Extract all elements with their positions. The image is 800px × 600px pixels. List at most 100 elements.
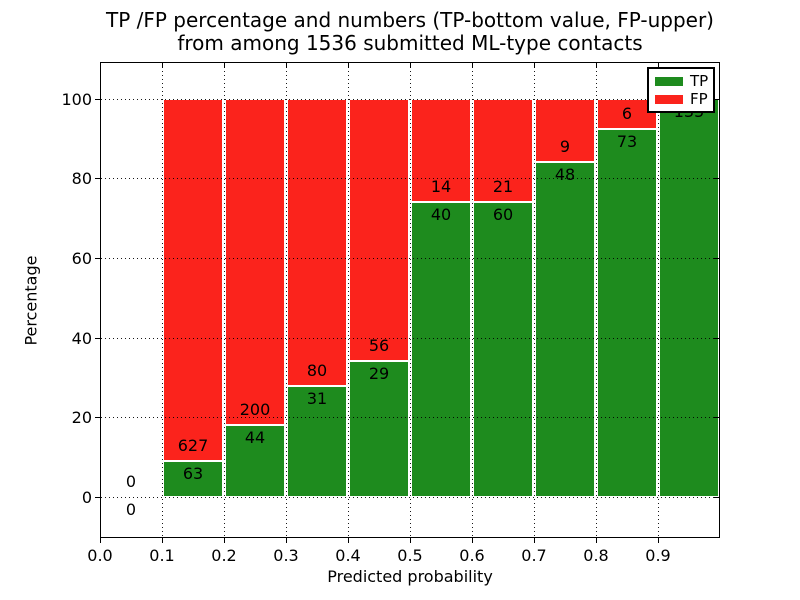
tp-count-label-bin5: 40	[430, 204, 452, 224]
y-tick-right-100	[714, 98, 719, 100]
bar-segment-fp-bin3	[287, 98, 347, 386]
x-tick-label-0.8: 0.8	[583, 546, 609, 565]
chart-title-line1: TP /FP percentage and numbers (TP-bottom…	[106, 8, 714, 32]
bar-segment-fp-bin7	[535, 98, 595, 162]
bar-segment-tp-bin4	[349, 361, 409, 497]
x-gridline-0.2	[224, 63, 225, 537]
x-tick-top-0.7	[534, 63, 535, 68]
bar-segment-tp-bin5	[411, 201, 471, 497]
x-tick-top-0.8	[596, 63, 597, 68]
tp-count-label-bin0: 0	[125, 499, 137, 519]
x-tick-top-0.5	[410, 63, 411, 68]
y-tick-label-0: 0	[81, 487, 92, 507]
x-tick-bottom-0.7	[534, 538, 535, 543]
legend-entry-fp: FP	[655, 90, 708, 108]
x-tick-label-0.7: 0.7	[521, 546, 547, 565]
tp-count-label-bin3: 31	[306, 388, 328, 408]
x-tick-label-0.6: 0.6	[459, 546, 485, 565]
x-tick-bottom-0.1	[162, 538, 163, 543]
tp-count-label-bin6: 60	[492, 204, 514, 224]
bar-segment-tp-bin3	[287, 385, 347, 497]
tp-count-label-bin8: 73	[616, 131, 638, 151]
bar-segment-tp-bin1	[163, 460, 223, 497]
legend-swatch-fp	[655, 94, 683, 104]
chart-title: TP /FP percentage and numbers (TP-bottom…	[100, 9, 720, 55]
fp-count-label-bin8: 6	[621, 103, 633, 123]
x-tick-label-0.3: 0.3	[273, 546, 299, 565]
legend-entry-tp: TP	[655, 72, 709, 90]
x-tick-bottom-0.9	[658, 538, 659, 543]
y-tick-label-40: 40	[71, 328, 92, 348]
x-tick-label-0.2: 0.2	[211, 546, 237, 565]
x-tick-label-0.0: 0.0	[87, 546, 113, 565]
x-gridline-0.5	[410, 63, 411, 537]
bar-segment-tp-bin2	[225, 425, 285, 497]
bar-segment-tp-bin9	[659, 98, 719, 497]
y-axis-label: Percentage	[21, 255, 41, 346]
tp-count-label-bin2: 44	[244, 428, 266, 448]
fp-count-label-bin0: 0	[125, 471, 137, 491]
x-tick-bottom-0.4	[348, 538, 349, 543]
x-tick-top-0.9	[658, 63, 659, 68]
x-tick-bottom-0.5	[410, 538, 411, 543]
x-tick-bottom-0.3	[286, 538, 287, 543]
y-tick-right-20	[714, 417, 719, 419]
x-gridline-0.6	[472, 63, 473, 537]
x-tick-bottom-0.6	[472, 538, 473, 543]
x-gridline-0.9	[658, 63, 659, 537]
bar-segment-tp-bin6	[473, 201, 533, 497]
y-tick-left-0	[95, 496, 100, 498]
x-tick-top-0.4	[348, 63, 349, 68]
y-tick-right-80	[714, 178, 719, 180]
y-tick-right-0	[714, 496, 719, 498]
legend-label-tp: TP	[690, 72, 709, 90]
bar-segment-fp-bin1	[163, 98, 223, 461]
x-gridline-0.4	[348, 63, 349, 537]
y-tick-left-20	[95, 417, 100, 419]
legend-swatch-tp	[655, 76, 683, 86]
tp-count-label-bin1: 63	[182, 463, 204, 483]
x-tick-label-0.9: 0.9	[645, 546, 671, 565]
y-tick-label-20: 20	[71, 408, 92, 428]
y-tick-right-60	[714, 257, 719, 259]
x-tick-bottom-0.8	[596, 538, 597, 543]
x-axis-label: Predicted probability	[327, 567, 493, 586]
x-tick-top-0.2	[224, 63, 225, 68]
x-tick-top-0.1	[162, 63, 163, 68]
fp-count-label-bin1: 627	[177, 435, 209, 455]
x-tick-bottom-0.0	[100, 538, 101, 543]
y-tick-label-80: 80	[71, 169, 92, 189]
y-tick-right-40	[714, 337, 719, 339]
chart-title-line2: from among 1536 submitted ML-type contac…	[177, 31, 643, 55]
x-gridline-0.8	[596, 63, 597, 537]
bar-segment-fp-bin2	[225, 98, 285, 426]
x-tick-label-0.5: 0.5	[397, 546, 423, 565]
y-tick-left-60	[95, 257, 100, 259]
tp-count-label-bin7: 48	[554, 164, 576, 184]
fp-count-label-bin2: 200	[239, 400, 271, 420]
y-tick-left-100	[95, 98, 100, 100]
legend-label-fp: FP	[690, 90, 708, 108]
fp-count-label-bin6: 21	[492, 176, 514, 196]
bar-segment-tp-bin8	[597, 128, 657, 497]
x-tick-bottom-0.2	[224, 538, 225, 543]
bar-segment-tp-bin7	[535, 161, 595, 497]
x-tick-label-0.1: 0.1	[149, 546, 175, 565]
y-tick-left-80	[95, 178, 100, 180]
x-tick-label-0.4: 0.4	[335, 546, 361, 565]
tp-count-label-bin4: 29	[368, 364, 390, 384]
x-tick-top-0.6	[472, 63, 473, 68]
x-gridline-0.1	[162, 63, 163, 537]
fp-count-label-bin4: 56	[368, 336, 390, 356]
x-tick-top-0.0	[100, 63, 101, 68]
fp-count-label-bin5: 14	[430, 176, 452, 196]
y-tick-left-40	[95, 337, 100, 339]
x-tick-top-0.3	[286, 63, 287, 68]
legend: TP FP	[647, 67, 715, 113]
y-tick-label-60: 60	[71, 248, 92, 268]
fp-count-label-bin3: 80	[306, 360, 328, 380]
bar-segment-fp-bin4	[349, 98, 409, 362]
y-tick-label-100: 100	[61, 89, 92, 109]
x-gridline-0.3	[286, 63, 287, 537]
